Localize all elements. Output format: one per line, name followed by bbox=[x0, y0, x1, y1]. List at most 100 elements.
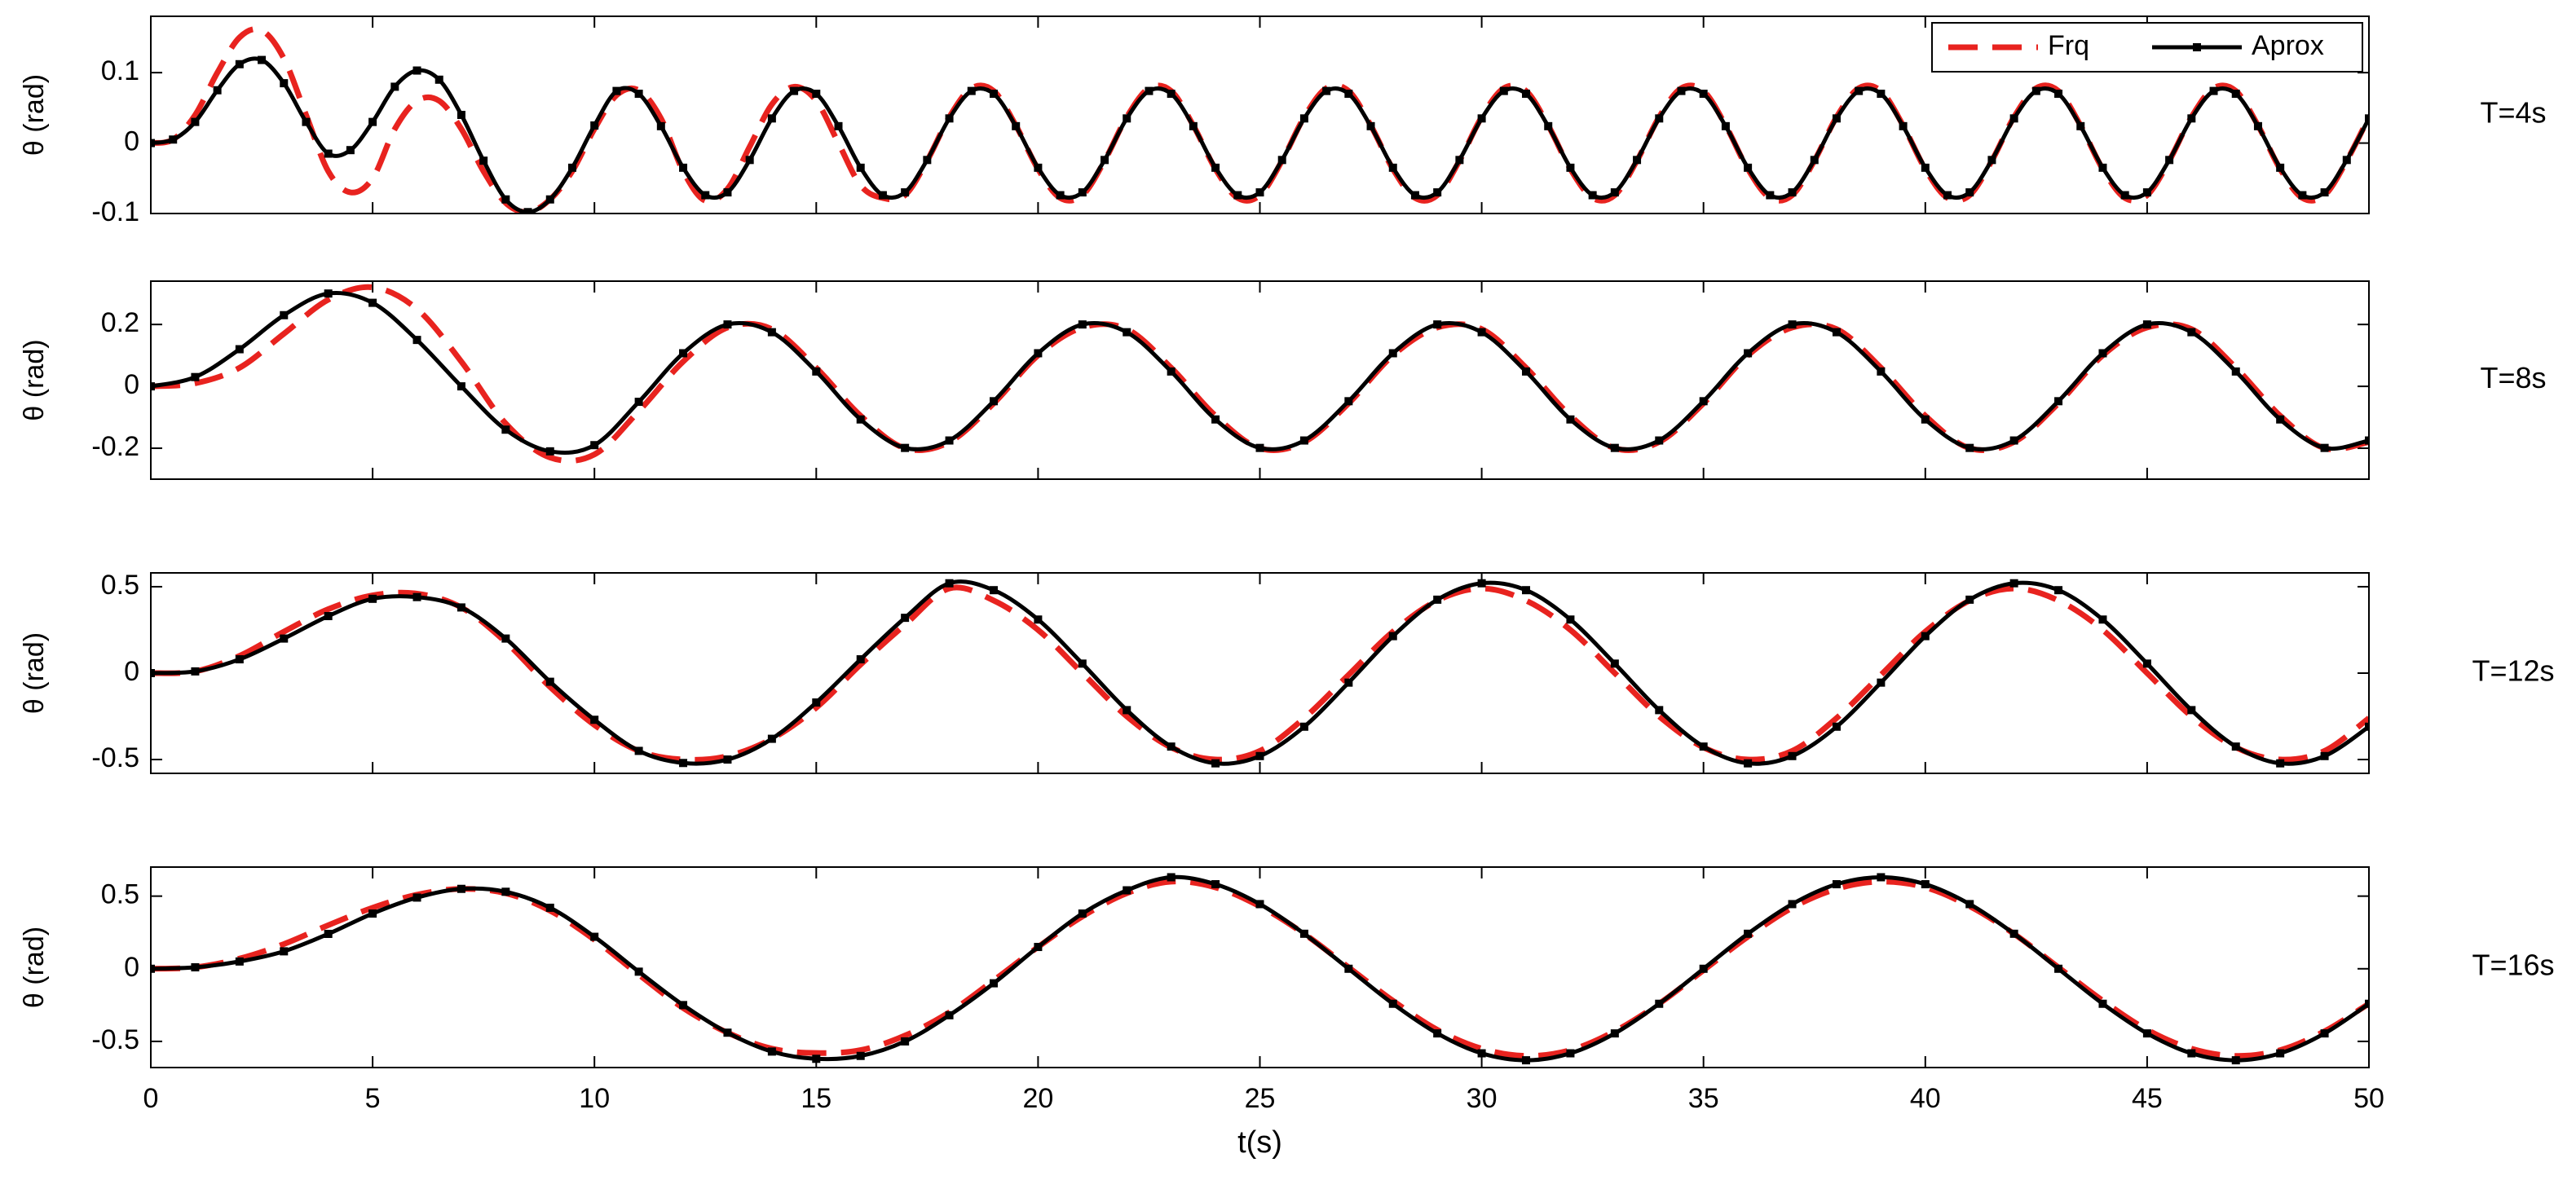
x-tick-label: 50 bbox=[2353, 1083, 2384, 1114]
series-marker bbox=[457, 603, 465, 612]
series-marker bbox=[457, 382, 465, 391]
series-marker bbox=[169, 135, 178, 144]
series-marker bbox=[812, 367, 821, 376]
series-marker bbox=[634, 746, 643, 755]
series-marker bbox=[457, 111, 465, 119]
series-marker bbox=[2009, 579, 2018, 588]
series-marker bbox=[1255, 188, 1264, 197]
annotation: T=12s bbox=[2472, 654, 2554, 688]
series-marker bbox=[2187, 114, 2196, 123]
series-marker bbox=[2320, 1029, 2329, 1038]
series-marker bbox=[679, 349, 688, 358]
series-marker bbox=[1832, 880, 1841, 889]
series-marker bbox=[1277, 156, 1286, 165]
series-marker bbox=[1877, 367, 1886, 376]
series-marker bbox=[1299, 722, 1308, 731]
legend-label: Aprox bbox=[2252, 30, 2324, 61]
series-marker bbox=[302, 117, 311, 126]
y-tick-label: -0.1 bbox=[91, 196, 139, 227]
series-marker bbox=[368, 117, 377, 126]
series-marker bbox=[280, 634, 289, 643]
series-marker bbox=[1034, 349, 1043, 358]
series-marker bbox=[2320, 188, 2329, 197]
series-marker bbox=[2342, 156, 2351, 165]
series-marker bbox=[1610, 659, 1619, 668]
series-marker bbox=[1655, 706, 1664, 715]
series-marker bbox=[1832, 114, 1841, 123]
series-marker bbox=[2187, 328, 2196, 337]
series-marker bbox=[1299, 114, 1308, 123]
series-marker bbox=[1167, 742, 1176, 751]
series-marker bbox=[2054, 90, 2063, 99]
series-marker bbox=[1299, 436, 1308, 445]
series-marker bbox=[1344, 90, 1353, 99]
x-axis-label: t(s) bbox=[1237, 1125, 1282, 1160]
series-marker bbox=[191, 667, 200, 676]
legend-marker bbox=[2193, 43, 2201, 51]
series-marker bbox=[1855, 86, 1864, 95]
series-marker bbox=[945, 1010, 954, 1019]
series-marker bbox=[590, 715, 599, 724]
series-marker bbox=[1921, 880, 1930, 889]
series-marker bbox=[1699, 397, 1708, 406]
series-marker bbox=[235, 59, 244, 68]
series-marker bbox=[856, 415, 865, 424]
series-marker bbox=[368, 298, 377, 307]
series-marker bbox=[723, 1028, 732, 1037]
series-marker bbox=[151, 964, 155, 973]
series-marker bbox=[1211, 759, 1220, 768]
series-marker bbox=[1633, 156, 1642, 165]
series-marker bbox=[2231, 742, 2240, 751]
series-marker bbox=[545, 903, 554, 912]
series-marker bbox=[1433, 188, 1442, 197]
series-marker bbox=[1477, 579, 1486, 588]
series-marker bbox=[1477, 114, 1486, 123]
series-marker bbox=[1766, 191, 1775, 200]
series-marker bbox=[1388, 999, 1397, 1008]
series-marker bbox=[1744, 349, 1753, 358]
series-marker bbox=[1610, 443, 1619, 452]
series-marker bbox=[767, 734, 776, 743]
series-marker bbox=[1211, 880, 1220, 889]
series-marker bbox=[1788, 900, 1797, 909]
series-marker bbox=[1610, 1029, 1619, 1038]
series-marker bbox=[1344, 397, 1353, 406]
series-marker bbox=[412, 66, 421, 75]
series-marker bbox=[1699, 90, 1708, 99]
series-marker bbox=[590, 441, 599, 450]
series-marker bbox=[1832, 722, 1841, 731]
series-marker bbox=[1499, 86, 1508, 95]
series-marker bbox=[523, 208, 532, 214]
series-marker bbox=[2054, 586, 2063, 595]
series-marker bbox=[1744, 163, 1753, 172]
series-marker bbox=[2231, 90, 2240, 99]
series-marker bbox=[1699, 964, 1708, 973]
series-marker bbox=[989, 979, 998, 988]
series-marker bbox=[1921, 632, 1930, 641]
series-marker bbox=[501, 887, 510, 896]
x-tick-label: 25 bbox=[1245, 1083, 1276, 1114]
x-tick-label: 20 bbox=[1022, 1083, 1053, 1114]
series-marker bbox=[2054, 964, 2063, 973]
series-marker bbox=[191, 372, 200, 381]
series-marker bbox=[1078, 909, 1087, 918]
annotation: T=16s bbox=[2472, 949, 2554, 982]
y-tick-label: 0.2 bbox=[101, 307, 139, 338]
series-marker bbox=[723, 755, 732, 764]
series-marker bbox=[412, 592, 421, 601]
y-axis-label: θ (rad) bbox=[19, 927, 50, 1008]
series-marker bbox=[151, 669, 155, 677]
series-marker bbox=[1078, 188, 1087, 197]
series-marker bbox=[545, 677, 554, 686]
y-tick-label: -0.5 bbox=[91, 1024, 139, 1055]
series-marker bbox=[2276, 1049, 2285, 1058]
series-marker bbox=[1899, 121, 1908, 130]
y-tick-label: 0.5 bbox=[101, 879, 139, 910]
series-marker bbox=[2009, 929, 2018, 938]
series-marker bbox=[1101, 156, 1109, 165]
series-marker bbox=[1034, 615, 1043, 624]
series-marker bbox=[2142, 1029, 2151, 1038]
series-marker bbox=[324, 930, 333, 938]
series-marker bbox=[1388, 349, 1397, 358]
annotation: T=4s bbox=[2480, 96, 2546, 130]
